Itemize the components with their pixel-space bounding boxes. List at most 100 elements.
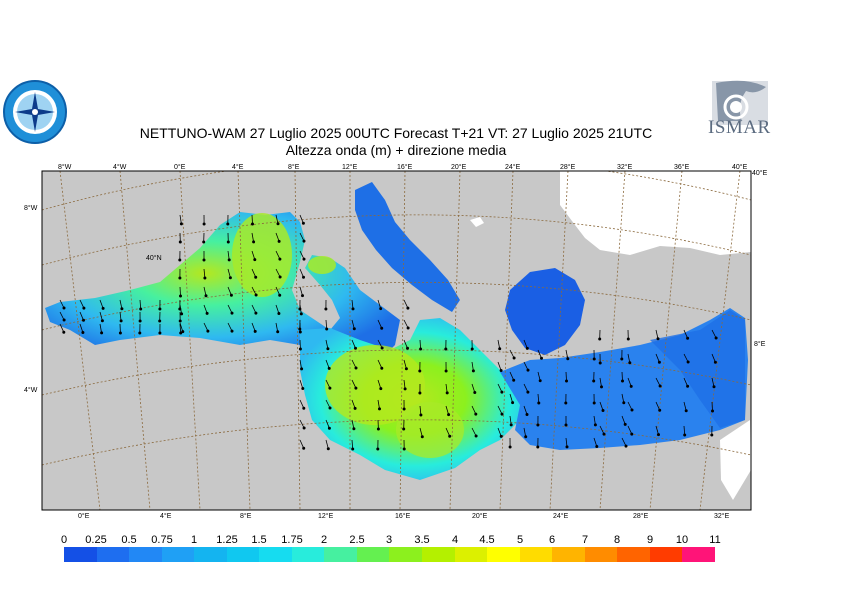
direction-arrow-head [226, 222, 230, 226]
direction-arrow-head [499, 368, 503, 372]
direction-arrow [537, 349, 542, 359]
ismar-logo: ISMAR [706, 77, 772, 143]
direction-arrow-head [620, 357, 624, 361]
direction-arrow-head [101, 306, 105, 310]
direction-arrow-head [302, 406, 306, 410]
direction-arrow-head [380, 346, 384, 350]
direction-arrow-head [276, 222, 280, 226]
direction-arrow [523, 361, 529, 371]
direction-arrow-head [404, 367, 408, 371]
direction-arrow-head [526, 390, 530, 394]
direction-arrow-head [298, 327, 302, 331]
legend-label: 11 [709, 534, 721, 546]
direction-arrow-head [62, 330, 66, 334]
direction-arrow-head [598, 361, 602, 365]
tick-label: 8°E [240, 512, 252, 520]
direction-arrow-head [711, 409, 715, 413]
direction-arrow-head [419, 413, 423, 417]
direction-arrow [179, 304, 182, 314]
tick-label: 4°E [160, 512, 172, 520]
direction-arrow-head [118, 331, 122, 335]
direction-arrow-head [277, 239, 281, 243]
direction-arrow-head [448, 434, 452, 438]
direction-arrow-head [138, 331, 142, 335]
direction-arrow-head [252, 240, 256, 244]
direction-arrow-head [178, 294, 182, 298]
direction-arrow-head [624, 444, 628, 448]
direction-arrow [655, 329, 659, 339]
direction-arrow [179, 322, 184, 332]
legend-color-bar [64, 547, 715, 562]
direction-arrow-head [228, 276, 232, 280]
direction-arrow-head [229, 293, 233, 297]
direction-arrow-head [300, 367, 304, 371]
direction-arrow-head [406, 326, 410, 330]
tick-label: 28°E [560, 163, 576, 171]
tick-label: 0°E [78, 512, 90, 520]
tick-label: 0°E [174, 163, 186, 171]
direction-arrow-head [498, 347, 502, 351]
legend-swatch [324, 547, 357, 562]
direction-arrow-head [712, 385, 716, 389]
direction-arrow-head [714, 336, 718, 340]
legend-swatch [682, 547, 715, 562]
direction-arrow-head [601, 408, 605, 412]
graticule [42, 171, 751, 510]
direction-arrow-head [564, 401, 568, 405]
direction-arrow-head [376, 427, 380, 431]
direction-arrow-head [445, 391, 449, 395]
direction-arrow-head [473, 390, 477, 394]
sea-adriatic [355, 182, 460, 312]
direction-arrow [599, 401, 604, 411]
direction-arrow-head [205, 311, 209, 315]
legend-swatch [194, 547, 227, 562]
direction-arrow-head [328, 386, 332, 390]
sea-levantine-low [650, 310, 745, 428]
direction-arrow-head [352, 427, 356, 431]
direction-arrow-head [324, 307, 328, 311]
direction-arrow-head [302, 446, 306, 450]
direction-arrow [599, 377, 602, 387]
direction-arrow-head [302, 239, 306, 243]
direction-arrow-head [230, 311, 234, 315]
direction-arrow-head [630, 408, 634, 412]
direction-arrow-head [353, 406, 357, 410]
legend-label: 10 [675, 534, 689, 546]
direction-arrow-head [500, 412, 504, 416]
direction-arrow [377, 399, 380, 409]
direction-arrow [227, 304, 233, 314]
direction-arrow-head [354, 386, 358, 390]
tick-label: 16°E [395, 512, 411, 520]
direction-arrow [565, 371, 567, 382]
legend-label: 8 [613, 534, 621, 546]
direction-arrow-head [298, 347, 302, 351]
direction-arrow-head [326, 347, 330, 351]
legend-swatch [226, 547, 260, 562]
direction-arrow-head [525, 346, 529, 350]
direction-arrow-head [525, 412, 529, 416]
tick-label: 20°E [451, 163, 467, 171]
legend-label: 1.5 [251, 534, 267, 546]
direction-arrow-head [402, 427, 406, 431]
legend-label: 1.75 [281, 534, 303, 546]
legend-swatch [64, 547, 97, 562]
direction-arrow-head [595, 444, 599, 448]
direction-arrow-head [376, 447, 380, 451]
lat-label: 8°W [24, 204, 38, 212]
legend-swatch [161, 547, 195, 562]
direction-arrow [621, 437, 627, 447]
direction-arrow-head [353, 346, 357, 350]
legend-label: 4 [451, 534, 459, 546]
direction-arrow-head [602, 432, 606, 436]
tick-label: 12°E [318, 512, 334, 520]
direction-arrow-head [158, 307, 162, 311]
direction-arrow-head [444, 347, 448, 351]
direction-arrow [711, 401, 713, 412]
lat-label: 4°W [24, 386, 38, 394]
direction-arrow-head [254, 293, 258, 297]
direction-arrow-head [537, 401, 541, 405]
map-title: NETTUNO-WAM 27 Luglio 2025 00UTC Forecas… [139, 125, 653, 141]
direction-arrow-head [630, 432, 634, 436]
direction-arrow [403, 339, 408, 349]
direction-arrow-head [508, 445, 512, 449]
